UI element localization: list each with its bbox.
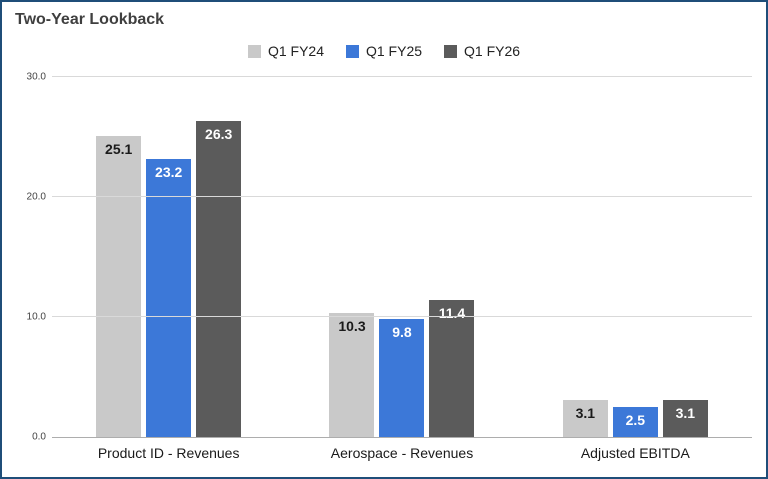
bar-value-label: 10.3 [338,318,366,335]
bar-group: 10.3 9.8 11.4 [285,77,518,437]
chart-title: Two-Year Lookback [15,11,165,28]
legend-swatch [444,44,458,58]
legend-swatch [247,44,261,58]
legend-label: Q1 FY24 [267,43,324,59]
plot-area: 25.1 23.2 26.3 10.3 9.8 11.4 3.1 2.5 3.1 0.0 10.0… [27,72,752,443]
bar-value-label: 23.2 [155,163,183,180]
y-tick-label: 20.0 [26,191,46,203]
legend-item: Q1 FY26 [444,43,520,59]
bar-value-label: 26.3 [205,126,233,143]
gridline [52,316,752,317]
y-tick-label: 0.0 [32,431,46,443]
bar-value-label: 25.1 [105,140,133,157]
bar: 3.1 [662,399,708,437]
y-tick-label: 30.0 [26,71,46,83]
category-axis: Product ID - Revenues Aerospace - Revenue… [52,445,752,461]
legend: Q1 FY24 Q1 FY25 Q1 FY26 [2,37,766,65]
legend-swatch [345,44,359,58]
bar-value-label: 3.1 [675,404,696,421]
bar-value-label: 11.4 [438,305,466,322]
y-tick-label: 10.0 [26,311,46,323]
legend-label: Q1 FY25 [365,43,423,59]
bar: 23.2 [146,158,192,437]
bar-value-label: 9.8 [392,324,412,341]
category-label: Adjusted EBITDA [580,445,690,461]
bar-value-label: 2.5 [625,412,646,428]
chart-area: 25.1 23.2 26.3 10.3 9.8 11.4 3.1 2.5 3.1 0.0 10.0… [12,72,752,461]
gridline [52,76,752,77]
bar: 2.5 [612,407,658,437]
bar: 10.3 [329,313,375,437]
legend-item: Q1 FY25 [345,43,423,59]
bar-groups: 25.1 23.2 26.3 10.3 9.8 11.4 3.1 2.5 3.1 [52,77,752,437]
category-label: Product ID - Revenues [97,445,240,461]
bar: 26.3 [196,121,242,437]
bar: 3.1 [562,399,608,437]
bar-value-label: 3.1 [575,404,596,421]
bar-group: 25.1 23.2 26.3 [52,77,285,437]
gridline [52,196,752,197]
legend-label: Q1 FY26 [464,43,521,59]
bar: 25.1 [96,135,142,437]
bar: 9.8 [379,319,425,437]
category-label: Aerospace - Revenues [330,445,474,461]
bar: 11.4 [429,300,475,437]
bar-group: 3.1 2.5 3.1 [519,77,752,437]
legend-item: Q1 FY24 [247,43,324,59]
